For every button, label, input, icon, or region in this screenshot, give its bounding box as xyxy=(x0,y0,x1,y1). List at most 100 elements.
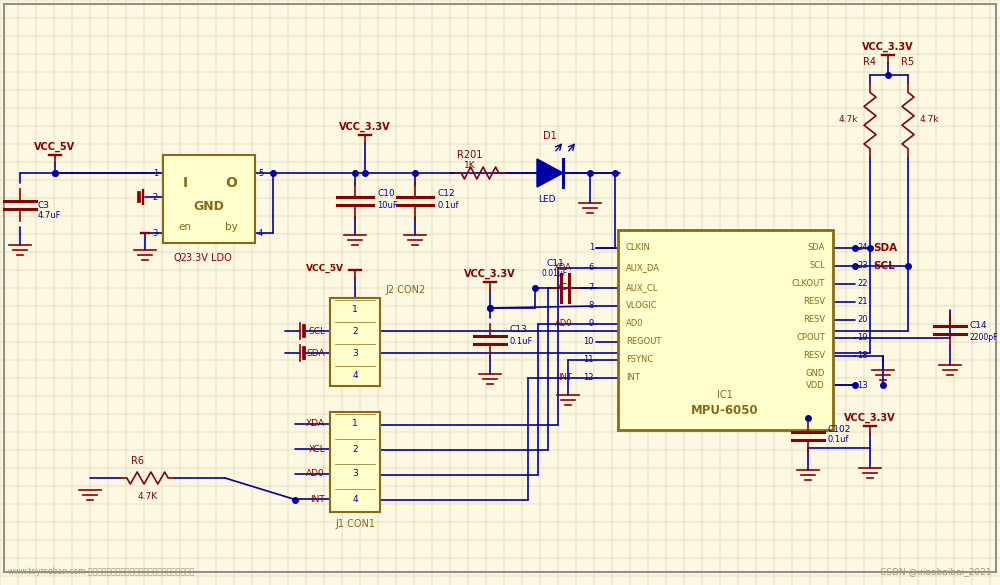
Text: CSDN @xiaobaibai_2021: CSDN @xiaobaibai_2021 xyxy=(881,567,992,576)
Text: RESV: RESV xyxy=(803,352,825,360)
Text: VDD: VDD xyxy=(806,380,825,390)
Text: by: by xyxy=(225,222,237,232)
Text: VCC_3.3V: VCC_3.3V xyxy=(464,269,516,279)
Text: 4.7K: 4.7K xyxy=(138,492,158,501)
Text: 1: 1 xyxy=(153,168,158,177)
Text: D1: D1 xyxy=(543,131,557,141)
Text: C11: C11 xyxy=(546,259,564,268)
Text: 1: 1 xyxy=(352,305,358,314)
Text: J2 CON2: J2 CON2 xyxy=(385,285,425,295)
Text: XDA: XDA xyxy=(554,263,572,273)
Text: VLOGIC: VLOGIC xyxy=(626,301,658,311)
Text: AUX_DA: AUX_DA xyxy=(626,263,660,273)
Text: 18: 18 xyxy=(857,352,868,360)
Bar xyxy=(330,298,380,386)
Text: IC1: IC1 xyxy=(717,390,733,400)
Text: AD0: AD0 xyxy=(306,470,325,479)
Text: XCL: XCL xyxy=(556,284,572,292)
Text: RESV: RESV xyxy=(803,315,825,325)
Text: AD0: AD0 xyxy=(626,319,644,329)
Text: 13: 13 xyxy=(857,380,868,390)
Text: 4.7k: 4.7k xyxy=(838,115,858,125)
Text: Q2: Q2 xyxy=(173,253,187,263)
Text: RESV: RESV xyxy=(803,298,825,307)
Text: C102: C102 xyxy=(828,425,851,435)
Text: 0.1uF: 0.1uF xyxy=(510,338,533,346)
Text: CPOUT: CPOUT xyxy=(796,333,825,342)
Text: VCC_3.3V: VCC_3.3V xyxy=(844,413,896,423)
Text: 2200pF: 2200pF xyxy=(970,333,998,342)
Text: INT: INT xyxy=(558,373,572,383)
Text: VCC_5V: VCC_5V xyxy=(34,142,76,152)
Text: 24: 24 xyxy=(857,243,868,253)
Text: J1 CON1: J1 CON1 xyxy=(335,519,375,529)
Bar xyxy=(330,412,380,512)
Text: 23: 23 xyxy=(857,261,868,270)
Text: MPU-6050: MPU-6050 xyxy=(691,404,759,417)
Bar xyxy=(163,155,255,243)
Text: 4.7uF: 4.7uF xyxy=(38,211,62,219)
Text: 21: 21 xyxy=(857,298,868,307)
Text: SDA: SDA xyxy=(808,243,825,253)
Text: 3: 3 xyxy=(352,470,358,479)
Text: 1: 1 xyxy=(589,243,594,253)
Text: www.toymoban.com 网络图片仅供展示，非存储，如有侵权请联系删除。: www.toymoban.com 网络图片仅供展示，非存储，如有侵权请联系删除。 xyxy=(8,567,194,576)
Text: CLKOUT: CLKOUT xyxy=(792,280,825,288)
Text: LED: LED xyxy=(538,195,556,204)
Text: INT: INT xyxy=(310,494,325,504)
Text: 9: 9 xyxy=(589,319,594,329)
Text: 11: 11 xyxy=(584,356,594,364)
Bar xyxy=(618,230,833,430)
Text: 4: 4 xyxy=(352,370,358,380)
Text: 1K: 1K xyxy=(464,161,476,170)
Text: R5: R5 xyxy=(901,57,915,67)
Text: C14: C14 xyxy=(970,322,988,331)
Text: en: en xyxy=(178,222,192,232)
Text: REGOUT: REGOUT xyxy=(626,338,661,346)
Text: 3.3V LDO: 3.3V LDO xyxy=(186,253,232,263)
Text: R201: R201 xyxy=(457,150,483,160)
Text: 0.1uf: 0.1uf xyxy=(437,201,458,209)
Text: C10: C10 xyxy=(377,188,395,198)
Text: 2: 2 xyxy=(153,192,158,201)
Text: CLKIN: CLKIN xyxy=(626,243,651,253)
Text: 3: 3 xyxy=(153,229,158,238)
Text: 8: 8 xyxy=(589,301,594,311)
Text: SCL: SCL xyxy=(308,326,325,336)
Text: 5: 5 xyxy=(258,168,263,177)
Text: C3: C3 xyxy=(38,201,50,209)
Text: O: O xyxy=(225,176,237,190)
Polygon shape xyxy=(537,159,563,187)
Text: AD0: AD0 xyxy=(554,319,572,329)
Text: 2: 2 xyxy=(352,326,358,336)
Text: 3: 3 xyxy=(352,349,358,357)
Text: C13: C13 xyxy=(510,325,528,335)
Text: XDA: XDA xyxy=(306,419,325,428)
Text: 10: 10 xyxy=(584,338,594,346)
Text: 22: 22 xyxy=(857,280,868,288)
Text: INT: INT xyxy=(626,373,640,383)
Text: C12: C12 xyxy=(437,188,455,198)
Text: SCL: SCL xyxy=(809,261,825,270)
Text: VCC_3.3V: VCC_3.3V xyxy=(339,122,391,132)
Text: 4: 4 xyxy=(352,494,358,504)
Text: 4: 4 xyxy=(258,229,263,238)
Text: VCC_5V: VCC_5V xyxy=(306,264,344,273)
Text: I: I xyxy=(182,176,188,190)
Text: 4.7k: 4.7k xyxy=(920,115,940,125)
Text: GND: GND xyxy=(194,201,224,214)
Text: 12: 12 xyxy=(584,373,594,383)
Text: XCL: XCL xyxy=(308,445,325,453)
Text: SDA: SDA xyxy=(306,349,325,357)
Text: SDA: SDA xyxy=(873,243,897,253)
Text: FSYNC: FSYNC xyxy=(626,356,653,364)
Text: 7: 7 xyxy=(589,284,594,292)
Text: 0.01uF: 0.01uF xyxy=(542,269,568,278)
Text: VCC_3.3V: VCC_3.3V xyxy=(862,42,914,52)
Text: 0.1uf: 0.1uf xyxy=(828,435,850,445)
Text: SCL: SCL xyxy=(873,261,895,271)
Text: AUX_CL: AUX_CL xyxy=(626,284,658,292)
Text: GND: GND xyxy=(806,369,825,377)
Text: 1: 1 xyxy=(352,419,358,428)
Text: 19: 19 xyxy=(857,333,868,342)
